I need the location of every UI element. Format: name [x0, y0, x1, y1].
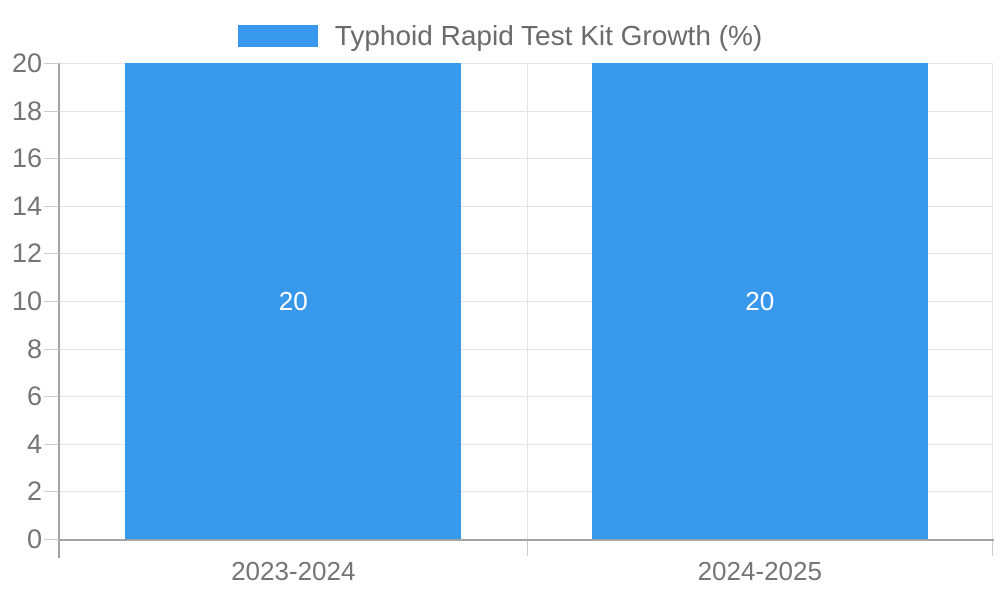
- plot-area: 20 20: [60, 63, 993, 539]
- x-axis-label: 2023-2024: [231, 556, 356, 586]
- category-separator: [527, 63, 528, 539]
- y-axis-tick-label: 0: [26, 524, 42, 554]
- y-axis-tick-label: 16: [11, 143, 42, 174]
- y-axis-tick-label: 14: [11, 190, 42, 221]
- y-axis-tick-label: 8: [26, 333, 42, 364]
- y-tick-mark: [44, 205, 59, 207]
- y-axis-line: [58, 63, 60, 558]
- bar-2023-2024[interactable]: 20: [125, 63, 462, 539]
- legend: Typhoid Rapid Test Kit Growth (%): [0, 20, 1000, 52]
- y-tick-mark: [44, 539, 59, 540]
- category-separator: [992, 63, 993, 539]
- bar-2024-2025[interactable]: 20: [591, 63, 928, 539]
- y-axis-tick-label: 4: [26, 428, 42, 459]
- gridline: [60, 301, 993, 302]
- legend-label[interactable]: Typhoid Rapid Test Kit Growth (%): [334, 20, 763, 51]
- gridline: [60, 158, 993, 160]
- y-tick-mark: [44, 348, 59, 350]
- gridline: [60, 205, 993, 207]
- y-tick-mark: [44, 253, 59, 255]
- y-tick-mark: [44, 158, 59, 160]
- y-tick-mark: [44, 110, 59, 112]
- y-axis-tick-label: 10: [11, 286, 42, 316]
- y-axis-tick-label: 20: [11, 48, 42, 78]
- gridline: [60, 110, 993, 112]
- bar-value-label: 20: [278, 285, 308, 316]
- legend-swatch[interactable]: [237, 25, 318, 47]
- gridline: [60, 396, 993, 398]
- x-axis-label: 2024-2025: [697, 556, 822, 586]
- x-tick-mark: [527, 541, 528, 556]
- gridline: [60, 63, 993, 64]
- x-tick-mark: [992, 541, 993, 556]
- gridline: [60, 348, 993, 350]
- gridline: [60, 443, 993, 445]
- x-axis-line: [58, 539, 994, 541]
- y-tick-mark: [44, 443, 59, 445]
- bar-value-label: 20: [745, 285, 775, 316]
- y-tick-mark: [44, 63, 59, 64]
- y-axis-tick-label: 12: [11, 238, 42, 269]
- y-tick-mark: [44, 491, 59, 493]
- gridline: [60, 253, 993, 255]
- y-tick-mark: [44, 301, 59, 302]
- y-axis-tick-label: 2: [26, 476, 42, 507]
- y-axis-tick-label: 18: [11, 95, 42, 126]
- y-tick-mark: [44, 396, 59, 398]
- y-axis-tick-label: 6: [26, 381, 42, 412]
- gridline: [60, 491, 993, 493]
